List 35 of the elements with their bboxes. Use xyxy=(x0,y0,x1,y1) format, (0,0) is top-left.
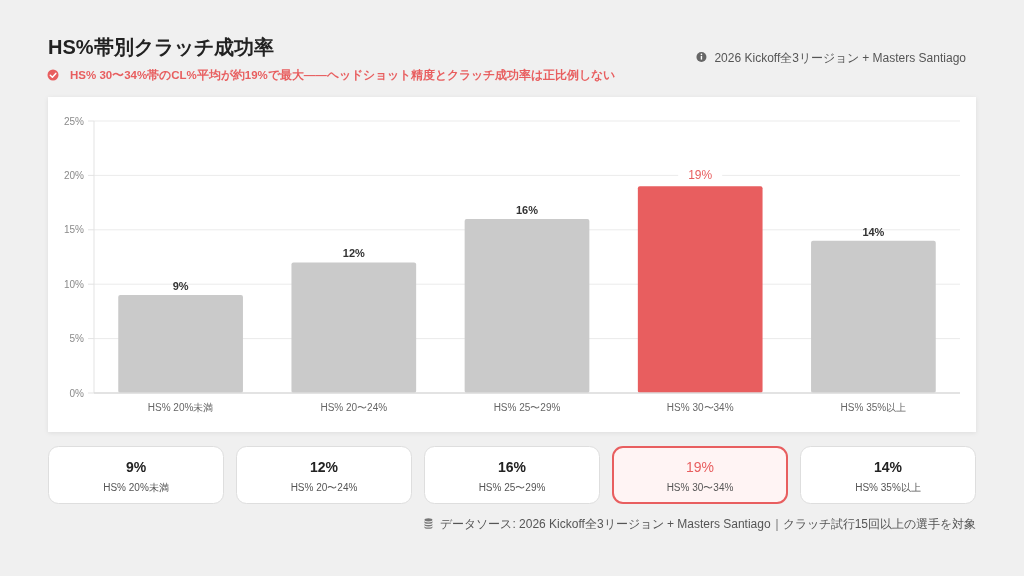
text: 14% xyxy=(862,225,885,238)
bar xyxy=(118,295,243,393)
chart-subtitle: HS% 30〜34%帯のCL%平均が約19%で最大——ヘッドショット精度とクラッチ成功率は正比例しない xyxy=(70,68,615,82)
text: 12% xyxy=(342,247,365,260)
category-label: HS% 30〜34% xyxy=(666,482,734,493)
y-tick-label: 15% xyxy=(63,224,85,236)
chart-title: HS%帯別クラッチ成功率 xyxy=(48,36,274,58)
text: 2026 Kickoff全3リージョン + Masters Santiago xyxy=(714,50,967,65)
text: 16% xyxy=(515,203,539,216)
y-tick-label: 5% xyxy=(69,333,85,345)
category-label: HS% 20%未満 xyxy=(103,482,169,493)
bar xyxy=(464,218,590,393)
y-tick-label: 0% xyxy=(69,387,85,399)
data-label: 12% xyxy=(309,459,339,475)
x-tick-label: HS% 35%以上 xyxy=(840,402,907,413)
text: 9% xyxy=(172,279,189,292)
category-label: HS% 20〜24% xyxy=(290,482,358,493)
y-tick-label: 20% xyxy=(63,169,85,181)
bar xyxy=(291,262,417,393)
x-tick-label: HS% 25〜29% xyxy=(493,402,561,413)
data-label: 9% xyxy=(125,459,147,475)
x-tick-label: HS% 30〜34% xyxy=(666,402,734,413)
category-label: HS% 25〜29% xyxy=(478,482,546,493)
y-tick-label: 10% xyxy=(63,278,85,290)
data-label: 14% xyxy=(873,459,903,475)
x-tick-label: HS% 20%未満 xyxy=(147,402,214,413)
data-label: 16% xyxy=(497,459,527,475)
bar xyxy=(811,240,936,393)
category-label: HS% 35%以上 xyxy=(855,482,921,493)
text: データソース: 2026 Kickoff全3リージョン + Masters Santiago｜クラッチ試行15回以上の選手を対象 xyxy=(440,516,976,531)
y-tick-label: 25% xyxy=(63,115,85,127)
data-label: 19% xyxy=(685,459,715,475)
x-tick-label: HS% 20〜24% xyxy=(320,402,388,413)
text: 19% xyxy=(688,168,713,183)
bar xyxy=(637,186,763,393)
